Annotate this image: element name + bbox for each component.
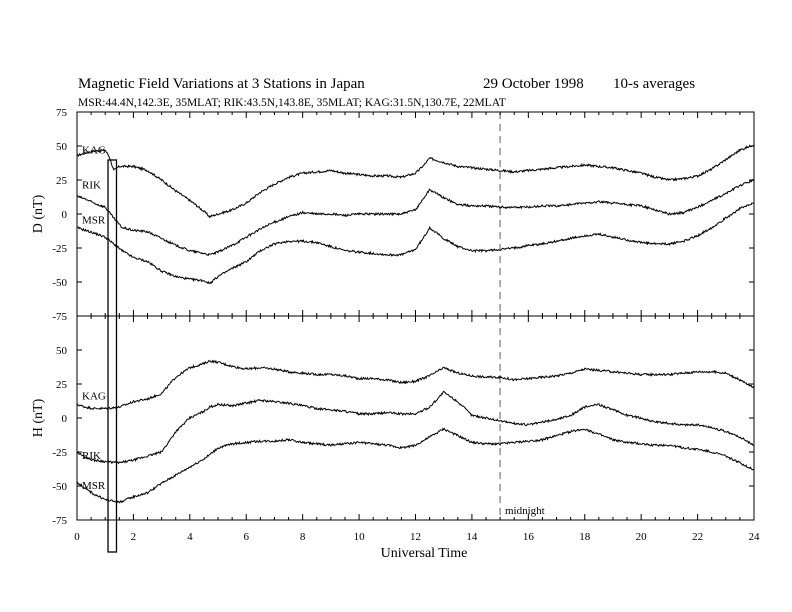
y-tick-label: 50 bbox=[56, 141, 68, 153]
midnight-label: midnight bbox=[505, 505, 545, 517]
y-tick-label: -25 bbox=[52, 447, 67, 459]
x-tick-label: 22 bbox=[692, 531, 703, 543]
chart-averaging: 10-s averages bbox=[613, 76, 695, 92]
y-tick-label: 75 bbox=[56, 107, 68, 119]
series-line-rik bbox=[76, 178, 755, 257]
station-info: MSR:44.4N,142.3E, 35MLAT; RIK:43.5N,143.… bbox=[78, 97, 506, 109]
x-tick-label: 0 bbox=[74, 531, 80, 543]
x-axis-title: Universal Time bbox=[381, 546, 468, 561]
d-panel-frame bbox=[76, 111, 755, 317]
chart-title: Magnetic Field Variations at 3 Stations … bbox=[78, 76, 365, 92]
series-line-kag bbox=[76, 144, 755, 219]
y-tick-label: -75 bbox=[52, 311, 67, 323]
h-axis-title: H (nT) bbox=[31, 398, 46, 437]
d-axis-title: D (nT) bbox=[31, 194, 46, 233]
x-tick-label: 18 bbox=[579, 531, 591, 543]
x-tick-label: 12 bbox=[410, 531, 421, 543]
series-label-layer: KAG RIK MSR KAG RIK MSR bbox=[82, 145, 106, 492]
marked-interval-box bbox=[107, 159, 118, 553]
series-label-rik: RIK bbox=[82, 179, 101, 191]
x-tick-label: 4 bbox=[187, 531, 193, 543]
series-label-msr: MSR bbox=[82, 215, 106, 227]
x-tick-label: 24 bbox=[749, 531, 761, 543]
y-tick-label: 25 bbox=[56, 175, 68, 187]
h-panel-frame bbox=[76, 315, 755, 521]
series-label-rik: RIK bbox=[82, 450, 101, 462]
x-tick-label: 6 bbox=[244, 531, 250, 543]
y-tick-label: 50 bbox=[56, 345, 68, 357]
x-tick-label: 2 bbox=[131, 531, 137, 543]
chart-date: 29 October 1998 bbox=[483, 76, 584, 92]
x-tick-label: 20 bbox=[636, 531, 648, 543]
y-tick-label: -50 bbox=[52, 481, 67, 493]
x-tick-label: 16 bbox=[523, 531, 535, 543]
series-label-msr: MSR bbox=[82, 480, 106, 492]
series-line-kag bbox=[76, 359, 755, 411]
y-tick-label: -75 bbox=[52, 515, 67, 527]
series-line-msr bbox=[76, 202, 755, 285]
y-tick-label: 25 bbox=[56, 379, 68, 391]
y-tick-label: 0 bbox=[62, 413, 68, 425]
interval-marker-layer bbox=[107, 159, 118, 553]
series-label-kag: KAG bbox=[82, 390, 106, 402]
x-tick-label: 8 bbox=[300, 531, 306, 543]
x-tick-label: 10 bbox=[354, 531, 366, 543]
x-tick-label: 14 bbox=[466, 531, 478, 543]
series-line-msr bbox=[76, 427, 755, 504]
y-tick-label: -25 bbox=[52, 243, 67, 255]
y-tick-label: 0 bbox=[62, 209, 68, 221]
series-line-rik bbox=[76, 390, 755, 465]
series-layer bbox=[76, 144, 755, 504]
y-tick-label: -50 bbox=[52, 277, 67, 289]
series-label-kag: KAG bbox=[82, 145, 106, 157]
